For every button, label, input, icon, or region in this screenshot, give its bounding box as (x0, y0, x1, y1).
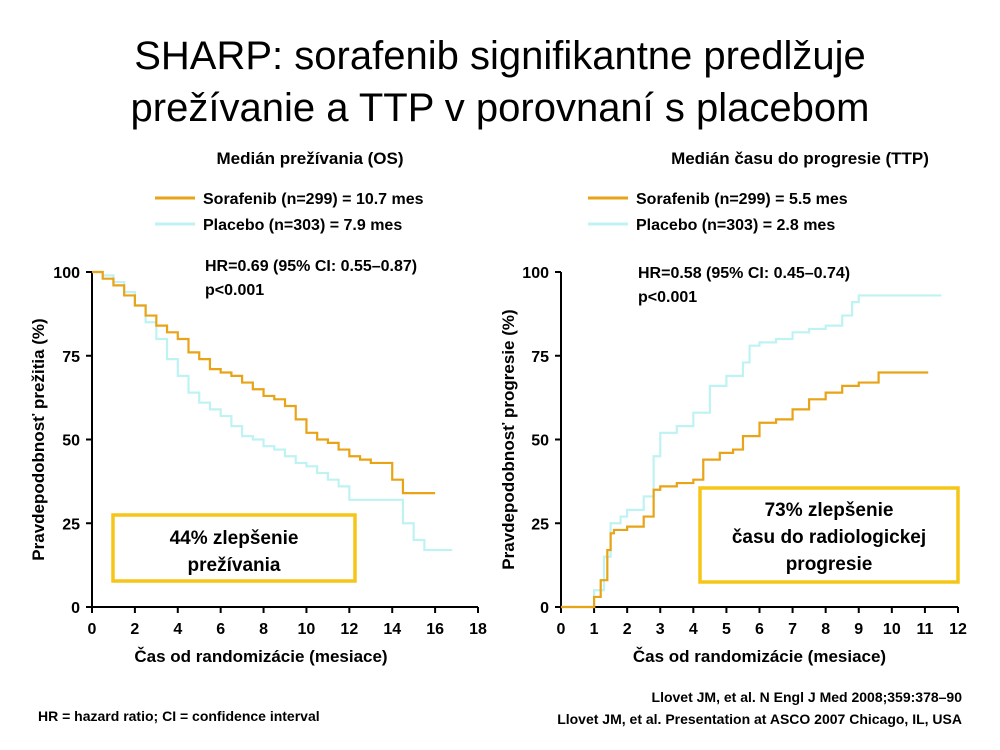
chart2-x-tick-label: 6 (755, 621, 764, 638)
chart2-hr-text: HR=0.58 (95% CI: 0.45–0.74) (638, 265, 850, 282)
chart2-x-tick-label: 5 (722, 621, 731, 638)
chart2-y-tick-label: 75 (531, 349, 549, 366)
reference-2: Llovet JM, et al. Presentation at ASCO 2… (557, 711, 962, 727)
chart2-x-tick-label: 10 (883, 621, 901, 638)
chart1-x-tick-label: 18 (469, 621, 487, 638)
chart1-hr-text: HR=0.69 (95% CI: 0.55–0.87) (205, 258, 417, 275)
chart2-x-tick-label: 12 (949, 621, 967, 638)
chart1-x-tick-label: 16 (426, 621, 444, 638)
chart1-y-tick-label: 75 (62, 349, 80, 366)
chart2-title: Medián času do progresie (TTP) (671, 149, 929, 168)
chart2-legend-label-placebo: Placebo (n=303) = 2.8 mes (636, 217, 835, 234)
chart2-x-tick-label: 9 (854, 621, 863, 638)
chart2-x-tick-label: 8 (821, 621, 830, 638)
chart1-y-tick-label: 0 (71, 600, 80, 617)
chart2-x-tick-label: 11 (916, 621, 933, 638)
chart1-y-tick-label: 25 (62, 516, 80, 533)
chart1-x-axis-label: Čas od randomizácie (mesiace) (134, 647, 387, 666)
chart2-x-tick-label: 7 (788, 621, 797, 638)
chart2-callout-line-1: 73% zlepšenie (765, 500, 894, 521)
chart1-y-tick-label: 100 (53, 265, 80, 282)
slide-title: SHARP: sorafenib signifikantne predlžuje… (0, 30, 1000, 134)
chart1-callout-line-2: prežívania (188, 555, 281, 576)
chart1-x-tick-label: 2 (130, 621, 139, 638)
chart1-callout-box (111, 513, 357, 583)
chart2-x-axis-label: Čas od randomizácie (mesiace) (633, 647, 886, 666)
chart1-series-sorafenib (92, 270, 436, 495)
chart2-x-tick-label: 2 (623, 621, 632, 638)
slide-title-line1: SHARP: sorafenib signifikantne predlžuje (134, 34, 866, 78)
chart2-y-tick-label: 0 (540, 600, 549, 617)
reference-1: Llovet JM, et al. N Engl J Med 2008;359:… (651, 689, 962, 705)
chart1-legend-label-placebo: Placebo (n=303) = 7.9 mes (203, 217, 402, 234)
chart2-x-tick-label: 3 (656, 621, 665, 638)
chart2-x-tick-label: 0 (557, 621, 566, 638)
chart1-legend-label-sorafenib: Sorafenib (n=299) = 10.7 mes (203, 191, 424, 208)
chart1-x-tick-label: 6 (216, 621, 225, 638)
chart2-callout-line-2: času do radiologickej (732, 527, 926, 548)
chart2-callout-box (698, 486, 960, 584)
slide-title-line2: prežívanie a TTP v porovnaní s placebom (130, 86, 870, 130)
chart1-p-value: p<0.001 (205, 282, 264, 299)
chart2-legend-label-sorafenib: Sorafenib (n=299) = 5.5 mes (636, 191, 848, 208)
chart1-x-tick-label: 4 (173, 621, 182, 638)
chart1-x-tick-label: 10 (298, 621, 316, 638)
chart1-series-placebo (92, 270, 453, 552)
chart1-y-tick-label: 50 (62, 433, 80, 450)
chart1-x-tick-label: 8 (259, 621, 268, 638)
chart1-y-axis-label: Pravdepodobnosť prežitia (%) (29, 318, 48, 560)
abbreviation-note: HR = hazard ratio; CI = confidence inter… (38, 708, 320, 724)
chart2-x-tick-label: 1 (590, 621, 599, 638)
chart2-x-tick-label: 4 (689, 621, 698, 638)
chart2-y-tick-label: 100 (522, 265, 549, 282)
chart1-x-tick-label: 12 (340, 621, 358, 638)
references: Llovet JM, et al. N Engl J Med 2008;359:… (557, 686, 962, 730)
chart2-y-tick-label: 25 (531, 516, 549, 533)
chart2-y-tick-label: 50 (531, 433, 549, 450)
chart2-y-axis-label: Pravdepodobnosť progresie (%) (499, 309, 518, 569)
chart1-x-tick-label: 0 (88, 621, 97, 638)
chart2-callout-line-3: progresie (786, 554, 873, 575)
chart2-series-sorafenib (561, 371, 929, 609)
chart1-x-tick-label: 14 (383, 621, 401, 638)
chart1-title: Medián prežívania (OS) (216, 149, 403, 168)
chart2-p-value: p<0.001 (638, 289, 697, 306)
chart2-series-placebo (561, 294, 942, 609)
chart1-callout-line-1: 44% zlepšenie (170, 528, 299, 549)
